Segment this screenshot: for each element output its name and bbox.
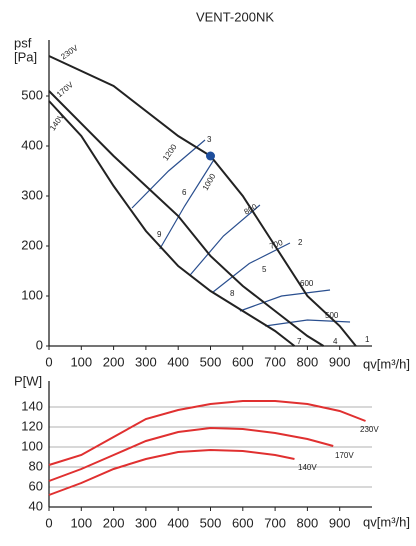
y-tick-label: 80 — [29, 458, 43, 473]
x-tick-label: 500 — [200, 515, 222, 530]
x-tick-label: 500 — [200, 354, 222, 369]
fan-curve — [48, 400, 366, 466]
y-tick-label: 300 — [21, 187, 43, 202]
y-tick-label: 0 — [36, 337, 43, 352]
system-curve — [159, 159, 215, 250]
y-tick-label: 40 — [29, 498, 43, 513]
x-tick-label: 200 — [103, 515, 125, 530]
x-tick-label: 600 — [232, 515, 254, 530]
x-tick-label: 0 — [45, 354, 52, 369]
x-axis-label: qv[m³/h] — [363, 356, 410, 371]
y-tick-label: 400 — [21, 137, 43, 152]
y-axis-label: psf — [14, 35, 32, 50]
point-label: 5 — [262, 265, 267, 274]
fan-curve-label: 170V — [55, 80, 76, 99]
x-tick-label: 200 — [103, 354, 125, 369]
point-label: 9 — [157, 230, 162, 239]
x-tick-label: 300 — [135, 515, 157, 530]
fan-curve — [48, 448, 295, 496]
fan-curve-label: 140V — [48, 111, 66, 132]
point-label: 4 — [333, 337, 338, 346]
x-tick-label: 600 — [232, 354, 254, 369]
fan-curve — [48, 55, 357, 347]
x-tick-label: 300 — [135, 354, 157, 369]
y-tick-label: 100 — [21, 438, 43, 453]
y-axis-label: P[W] — [14, 373, 42, 388]
operating-point — [206, 151, 215, 161]
x-tick-label: 100 — [70, 515, 92, 530]
x-tick-label: 800 — [297, 354, 319, 369]
system-curve-label: 1200 — [161, 142, 179, 162]
chart-title: VENT-200NK — [196, 9, 274, 24]
x-axis-label: qv[m³/h] — [363, 514, 410, 529]
point-label: 1 — [365, 335, 370, 344]
system-curve-label: 500 — [325, 311, 339, 320]
fan-curve-label: 170V — [335, 451, 354, 460]
system-curve-label: 600 — [300, 279, 314, 288]
y-tick-label: 500 — [21, 87, 43, 102]
fan-curve — [48, 100, 296, 347]
y-tick-label: 120 — [21, 418, 43, 433]
point-label: 8 — [230, 289, 235, 298]
fan-curve — [48, 426, 334, 482]
point-label: 2 — [298, 238, 303, 247]
x-tick-label: 400 — [167, 354, 189, 369]
x-tick-label: 100 — [70, 354, 92, 369]
x-tick-label: 700 — [264, 515, 286, 530]
point-label: 7 — [297, 337, 302, 346]
x-tick-label: 700 — [264, 354, 286, 369]
y-tick-label: 100 — [21, 287, 43, 302]
fan-curve-label: 230V — [360, 425, 379, 434]
x-tick-label: 900 — [329, 354, 351, 369]
system-curve-label: 1000 — [201, 172, 218, 192]
system-curve — [131, 139, 206, 209]
x-tick-label: 0 — [45, 515, 52, 530]
x-tick-label: 900 — [329, 515, 351, 530]
y-tick-label: 60 — [29, 478, 43, 493]
x-tick-label: 400 — [167, 515, 189, 530]
system-curve — [189, 204, 261, 276]
y-tick-label: 200 — [21, 237, 43, 252]
point-label: 6 — [182, 188, 187, 197]
y-tick-label: 140 — [21, 398, 43, 413]
y-axis-unit: [Pa] — [14, 49, 37, 64]
fan-curve — [48, 90, 325, 347]
fan-curve-label: 230V — [59, 43, 80, 61]
x-tick-label: 800 — [297, 515, 319, 530]
point-label: 3 — [207, 135, 212, 144]
system-curve — [239, 289, 331, 312]
fan-curve-label: 140V — [298, 463, 317, 472]
